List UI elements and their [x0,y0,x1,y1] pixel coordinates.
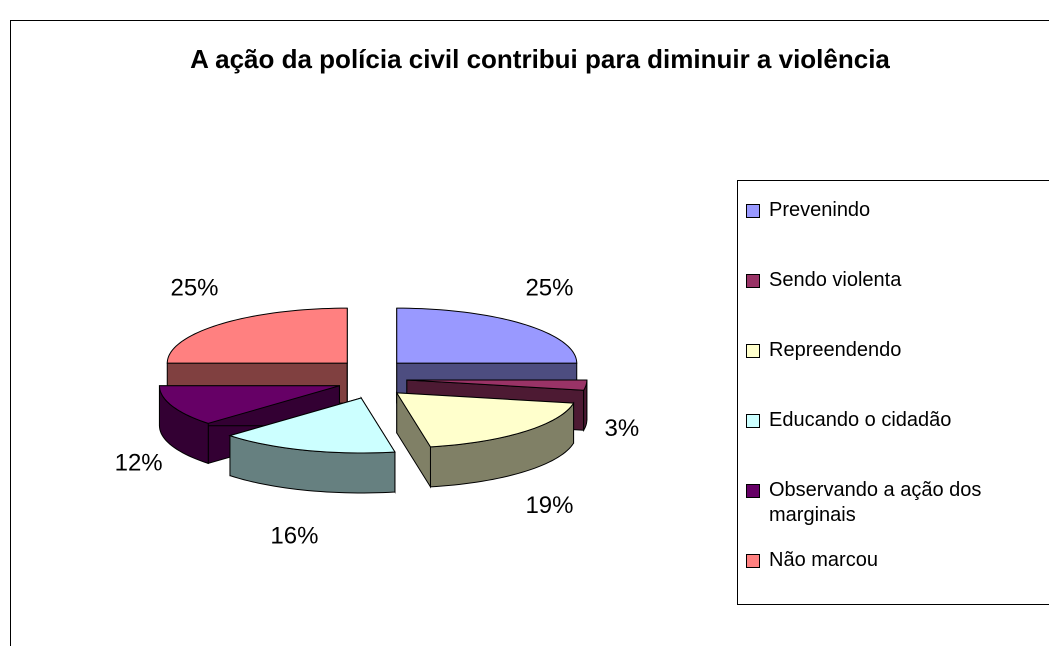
legend-label: Sendo violenta [769,269,902,291]
legend-swatch [746,204,760,218]
data-label: 25% [525,275,573,302]
legend-label: Educando o cidadão [769,409,952,431]
data-label: 25% [170,275,218,302]
legend-label: Observando a ação dos marginais [769,479,982,526]
legend-swatch [746,554,760,568]
slice-top [406,379,588,391]
pie: 25% 3% 19% 16% 12% 25% [115,275,640,550]
pie-slice [166,307,348,404]
data-label: 19% [525,492,573,519]
pie-slice [228,396,396,494]
slice-top [396,307,578,364]
chart-title: A ação da polícia civil contribui para d… [190,44,890,74]
slice-top [228,397,396,454]
pie-slice [395,391,575,489]
legend-swatch [746,344,760,358]
legend-swatch [746,414,760,428]
slice-top [395,392,575,448]
legend-label: Repreendendo [769,339,902,361]
slice-top [158,385,340,424]
slice-top [166,307,348,364]
legend-swatch [746,274,760,288]
legend-label: Prevenindo [769,199,871,221]
legend-label: Não marcou [769,549,878,571]
data-label: 12% [115,450,163,477]
legend-swatch [746,484,760,498]
data-label: 16% [270,523,318,550]
data-label: 3% [605,415,640,442]
legend: Prevenindo Sendo violenta Repreendendo Educ… [737,180,1049,605]
